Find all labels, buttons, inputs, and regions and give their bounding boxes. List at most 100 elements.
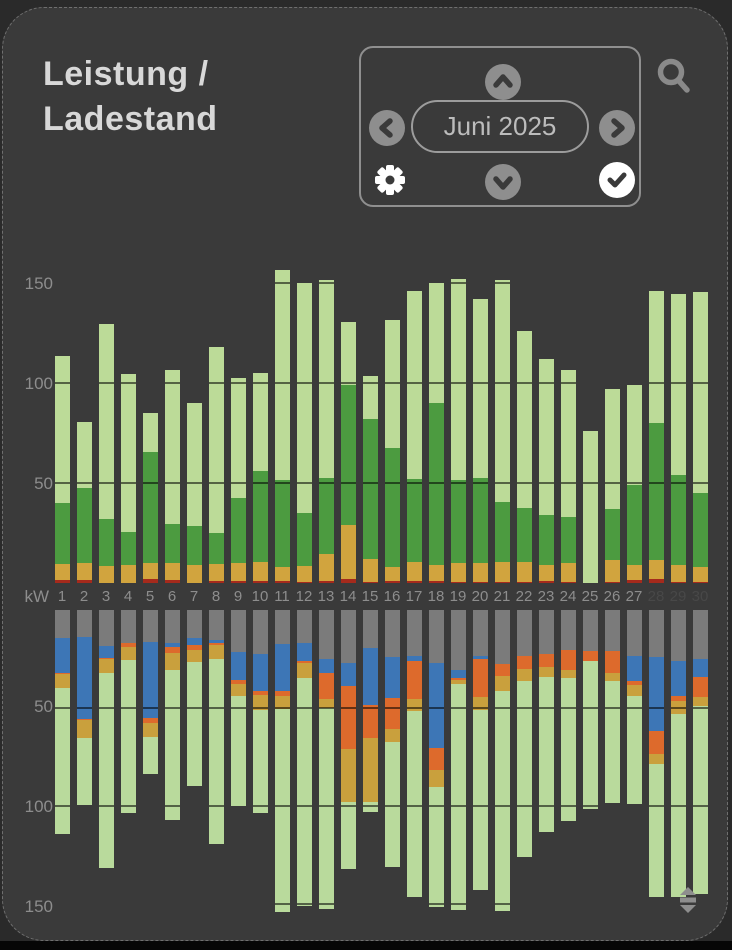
- bar-top-day-21[interactable]: [495, 280, 510, 583]
- segment-green-light: [209, 659, 224, 844]
- segment-gold: [561, 670, 576, 678]
- segment-green-dark: [473, 478, 488, 563]
- bar-top-day-1[interactable]: [55, 356, 70, 583]
- next-month-button[interactable]: [599, 110, 635, 146]
- bar-top-day-28[interactable]: [649, 291, 664, 583]
- day-label-1: 1: [57, 588, 67, 605]
- segment-gold: [319, 699, 334, 708]
- bar-bottom-day-3[interactable]: [99, 610, 114, 868]
- search-button[interactable]: [654, 53, 696, 99]
- segment-green-light: [517, 681, 532, 857]
- bar-bottom-day-6[interactable]: [165, 610, 180, 820]
- period-label[interactable]: Juni 2025: [411, 100, 589, 153]
- bar-top-day-23[interactable]: [539, 359, 554, 583]
- bar-bottom-day-29[interactable]: [671, 610, 686, 897]
- bar-top-day-3[interactable]: [99, 324, 114, 583]
- bar-bottom-day-22[interactable]: [517, 610, 532, 857]
- bar-top-day-4[interactable]: [121, 374, 136, 583]
- settings-button[interactable]: [370, 160, 410, 200]
- bar-top-day-24[interactable]: [561, 370, 576, 583]
- segment-green-dark: [363, 419, 378, 559]
- segment-orange: [385, 698, 400, 729]
- bar-bottom-day-8[interactable]: [209, 610, 224, 844]
- segment-orange: [605, 651, 620, 673]
- segment-orange: [297, 661, 312, 663]
- bar-bottom-day-24[interactable]: [561, 610, 576, 821]
- bar-bottom-day-9[interactable]: [231, 610, 246, 806]
- bar-top-day-27[interactable]: [627, 385, 642, 583]
- bar-bottom-day-12[interactable]: [297, 610, 312, 906]
- bar-bottom-day-1[interactable]: [55, 610, 70, 834]
- bar-top-day-7[interactable]: [187, 403, 202, 583]
- bar-bottom-day-18[interactable]: [429, 610, 444, 907]
- grid-line: [187, 482, 202, 484]
- grid-line: [627, 707, 642, 709]
- bar-top-day-16[interactable]: [385, 320, 400, 583]
- grid-line: [77, 482, 92, 484]
- bar-bottom-day-10[interactable]: [253, 610, 268, 813]
- grid-line: [429, 382, 444, 384]
- bar-top-day-6[interactable]: [165, 370, 180, 583]
- bar-bottom-day-2[interactable]: [77, 610, 92, 805]
- segment-red: [693, 582, 708, 583]
- bar-top-day-19[interactable]: [451, 279, 466, 583]
- day-label-17: 17: [405, 588, 423, 605]
- bar-top-day-8[interactable]: [209, 347, 224, 583]
- previous-month-button[interactable]: [369, 110, 405, 146]
- day-label-11: 11: [274, 588, 290, 605]
- bar-top-day-2[interactable]: [77, 422, 92, 583]
- segment-gold: [649, 560, 664, 579]
- bar-top-day-5[interactable]: [143, 413, 158, 583]
- bar-bottom-day-13[interactable]: [319, 610, 334, 909]
- bar-bottom-day-11[interactable]: [275, 610, 290, 912]
- next-year-button[interactable]: [485, 164, 521, 200]
- segment-gold: [605, 673, 620, 681]
- bar-top-day-9[interactable]: [231, 378, 246, 583]
- bar-top-day-26[interactable]: [605, 389, 620, 583]
- bar-top-day-20[interactable]: [473, 299, 488, 583]
- bar-bottom-day-25[interactable]: [583, 610, 598, 809]
- segment-gold: [495, 676, 510, 691]
- bar-bottom-day-17[interactable]: [407, 610, 422, 897]
- segment-orange: [121, 643, 136, 647]
- bar-top-day-11[interactable]: [275, 270, 290, 583]
- bar-bottom-day-19[interactable]: [451, 610, 466, 910]
- bar-bottom-day-14[interactable]: [341, 610, 356, 869]
- bar-top-day-22[interactable]: [517, 331, 532, 583]
- grid-line: [539, 482, 554, 484]
- segment-orange: [649, 731, 664, 754]
- bar-top-day-10[interactable]: [253, 373, 268, 583]
- segment-orange: [187, 645, 202, 650]
- bar-bottom-day-4[interactable]: [121, 610, 136, 813]
- resize-handle[interactable]: [675, 885, 701, 917]
- bar-top-day-18[interactable]: [429, 283, 444, 583]
- segment-gold: [55, 674, 70, 688]
- grid-line: [693, 382, 708, 384]
- bar-top-day-15[interactable]: [363, 376, 378, 583]
- bar-bottom-day-20[interactable]: [473, 610, 488, 890]
- bar-bottom-day-7[interactable]: [187, 610, 202, 786]
- bar-top-day-17[interactable]: [407, 291, 422, 583]
- grid-line: [209, 707, 224, 709]
- confirm-button[interactable]: [599, 162, 635, 198]
- bar-top-day-29[interactable]: [671, 294, 686, 583]
- bar-bottom-day-16[interactable]: [385, 610, 400, 867]
- bar-bottom-day-26[interactable]: [605, 610, 620, 803]
- bar-bottom-day-23[interactable]: [539, 610, 554, 832]
- segment-gray: [77, 610, 92, 637]
- bar-bottom-day-15[interactable]: [363, 610, 378, 812]
- previous-year-button[interactable]: [485, 64, 521, 100]
- bar-bottom-day-21[interactable]: [495, 610, 510, 911]
- bar-top-day-14[interactable]: [341, 322, 356, 583]
- bar-top-day-13[interactable]: [319, 280, 334, 583]
- grid-line: [253, 805, 268, 807]
- bar-bottom-day-5[interactable]: [143, 610, 158, 774]
- bar-bottom-day-28[interactable]: [649, 610, 664, 897]
- bar-top-day-25[interactable]: [583, 431, 598, 583]
- bar-bottom-day-30[interactable]: [693, 610, 708, 894]
- bar-bottom-day-27[interactable]: [627, 610, 642, 804]
- segment-gold: [187, 565, 202, 583]
- segment-blue: [297, 643, 312, 661]
- bar-top-day-30[interactable]: [693, 292, 708, 583]
- bar-top-day-12[interactable]: [297, 283, 312, 583]
